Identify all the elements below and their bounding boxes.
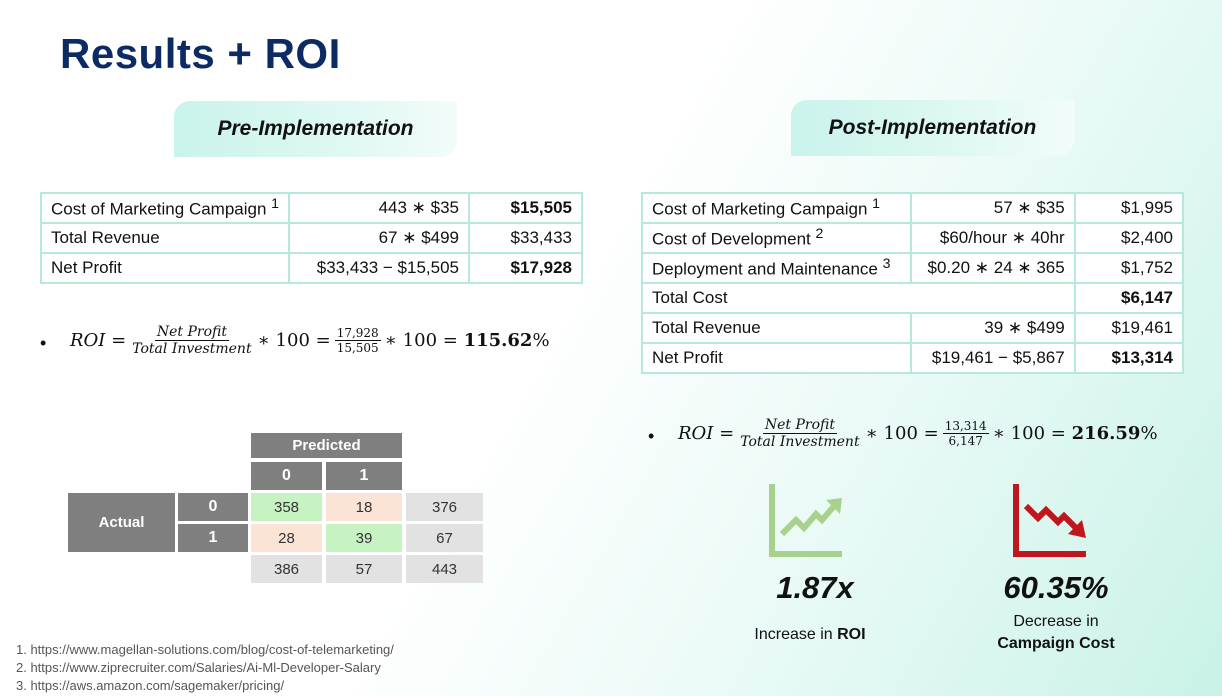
roi-symbol: ROI (70, 330, 106, 351)
pre-implementation-heading-text: Pre-Implementation (217, 117, 414, 140)
table-row: Cost of Marketing Campaign 1 443 ∗ $35 $… (39, 192, 583, 224)
operator: ∗ 100 = (992, 423, 1066, 444)
development-label: Cost of Development 2 (640, 222, 913, 254)
denominator: 15,505 (336, 341, 379, 355)
post-implementation-heading-text: Post-Implementation (828, 116, 1037, 139)
revenue-label: Total Revenue (39, 222, 291, 254)
table-row: Total Cost $6,147 (641, 282, 1185, 314)
false-positive-cell: 18 (326, 493, 402, 521)
references: 1. https://www.magellan-solutions.com/bl… (16, 641, 394, 695)
revenue-calc: 39 ∗ $499 (910, 312, 1076, 344)
table-row: Deployment and Maintenance 3 $0.20 ∗ 24 … (640, 252, 1185, 284)
fraction: 13,314 6,147 (942, 419, 989, 448)
predicted-1-header: 1 (326, 462, 402, 490)
fraction: Net Profit Total Investment (738, 417, 861, 450)
operator: ∗ 100 = (257, 330, 331, 351)
cost-decrease-caption: Decrease in Campaign Cost (966, 611, 1146, 655)
table-row: Net Profit $33,433 − $15,505 $17,928 (39, 252, 583, 284)
column-total-0: 386 (251, 555, 322, 583)
reference-item: 1. https://www.magellan-solutions.com/bl… (16, 642, 394, 657)
table-row: Total Revenue 39 ∗ $499 $19,461 (640, 312, 1185, 344)
deployment-calc: $0.20 ∗ 24 ∗ 365 (910, 252, 1076, 284)
operator: ∗ 100 = (384, 330, 458, 351)
caption-bold: ROI (837, 626, 866, 643)
pre-implementation-heading: Pre-Implementation (174, 101, 457, 157)
page-title: Results + ROI (60, 30, 341, 77)
column-total-1: 57 (326, 555, 402, 583)
row-total-1: 67 (406, 524, 483, 552)
net-profit-label: Net Profit (640, 342, 913, 374)
fraction: Net Profit Total Investment (130, 324, 253, 357)
cost-decrease-value: 60.35% (1003, 570, 1109, 605)
actual-0-header: 0 (178, 493, 248, 521)
cost-calc: 57 ∗ $35 (910, 192, 1076, 224)
cost-label: Cost of Marketing Campaign 1 (39, 192, 291, 224)
revenue-value: $19,461 (1073, 312, 1185, 344)
post-implementation-table: Cost of Marketing Campaign 1 57 ∗ $35 $1… (640, 192, 1185, 374)
denominator: Total Investment (740, 434, 860, 450)
predicted-0-header: 0 (251, 462, 322, 490)
net-profit-value: $13,314 (1073, 342, 1185, 374)
deployment-label: Deployment and Maintenance 3 (640, 252, 913, 284)
numerator: Net Profit (154, 324, 229, 341)
development-value: $2,400 (1073, 222, 1185, 254)
net-profit-value: $17,928 (468, 252, 583, 284)
table-row: Cost of Development 2 $60/hour ∗ 40hr $2… (640, 222, 1185, 254)
reference-item: 2. https://www.ziprecruiter.com/Salaries… (16, 660, 381, 675)
denominator: Total Investment (132, 341, 252, 357)
trend-up-icon (769, 484, 842, 557)
total-cost-label: Total Cost (641, 282, 1076, 314)
trend-down-icon (1013, 484, 1086, 557)
caption-text: Increase in (754, 626, 838, 643)
true-negative-cell: 358 (251, 493, 322, 521)
roi-increase-caption: Increase in ROI (720, 624, 900, 646)
caption-text: Decrease in (1013, 613, 1099, 630)
bullet: • (40, 333, 47, 353)
development-calc: $60/hour ∗ 40hr (910, 222, 1076, 254)
post-implementation-heading: Post-Implementation (791, 100, 1074, 156)
revenue-calc: 67 ∗ $499 (288, 222, 471, 254)
predicted-header: Predicted (251, 433, 402, 458)
cost-label: Cost of Marketing Campaign 1 (640, 192, 913, 224)
reference-item: 3. https://aws.amazon.com/sagemaker/pric… (16, 678, 285, 693)
table-row: Total Revenue 67 ∗ $499 $33,433 (39, 222, 583, 254)
roi-result: 115.62 (463, 330, 533, 351)
roi-result: 216.59 (1071, 423, 1141, 444)
caption-bold: Campaign Cost (997, 635, 1115, 652)
net-profit-calc: $19,461 − $5,867 (910, 342, 1076, 374)
cost-calc: 443 ∗ $35 (288, 192, 471, 224)
denominator: 6,147 (948, 434, 983, 448)
pre-implementation-table: Cost of Marketing Campaign 1 443 ∗ $35 $… (39, 192, 583, 284)
revenue-label: Total Revenue (640, 312, 913, 344)
grand-total: 443 (406, 555, 483, 583)
cost-value: $1,995 (1073, 192, 1185, 224)
numerator: 17,928 (334, 326, 381, 341)
numerator: 13,314 (942, 419, 989, 434)
percent-sign: % (1140, 423, 1158, 444)
actual-header: Actual (68, 493, 175, 552)
numerator: Net Profit (762, 417, 837, 434)
percent-sign: % (532, 330, 550, 351)
net-profit-label: Net Profit (39, 252, 291, 284)
operator: ∗ 100 = (865, 423, 939, 444)
post-roi-formula: ROI = Net Profit Total Investment ∗ 100 … (678, 417, 1158, 450)
row-total-0: 376 (406, 493, 483, 521)
cost-value: $15,505 (468, 192, 583, 224)
fraction: 17,928 15,505 (334, 326, 381, 355)
true-positive-cell: 39 (326, 524, 402, 552)
bullet: • (648, 426, 655, 446)
revenue-value: $33,433 (468, 222, 583, 254)
pre-roi-formula: ROI = Net Profit Total Investment ∗ 100 … (70, 324, 550, 357)
roi-symbol: ROI (678, 423, 714, 444)
false-negative-cell: 28 (251, 524, 322, 552)
total-cost-value: $6,147 (1073, 282, 1185, 314)
actual-1-header: 1 (178, 524, 248, 552)
roi-increase-value: 1.87x (776, 570, 854, 605)
table-row: Cost of Marketing Campaign 1 57 ∗ $35 $1… (640, 192, 1185, 224)
table-row: Net Profit $19,461 − $5,867 $13,314 (640, 342, 1185, 374)
deployment-value: $1,752 (1073, 252, 1185, 284)
net-profit-calc: $33,433 − $15,505 (288, 252, 471, 284)
